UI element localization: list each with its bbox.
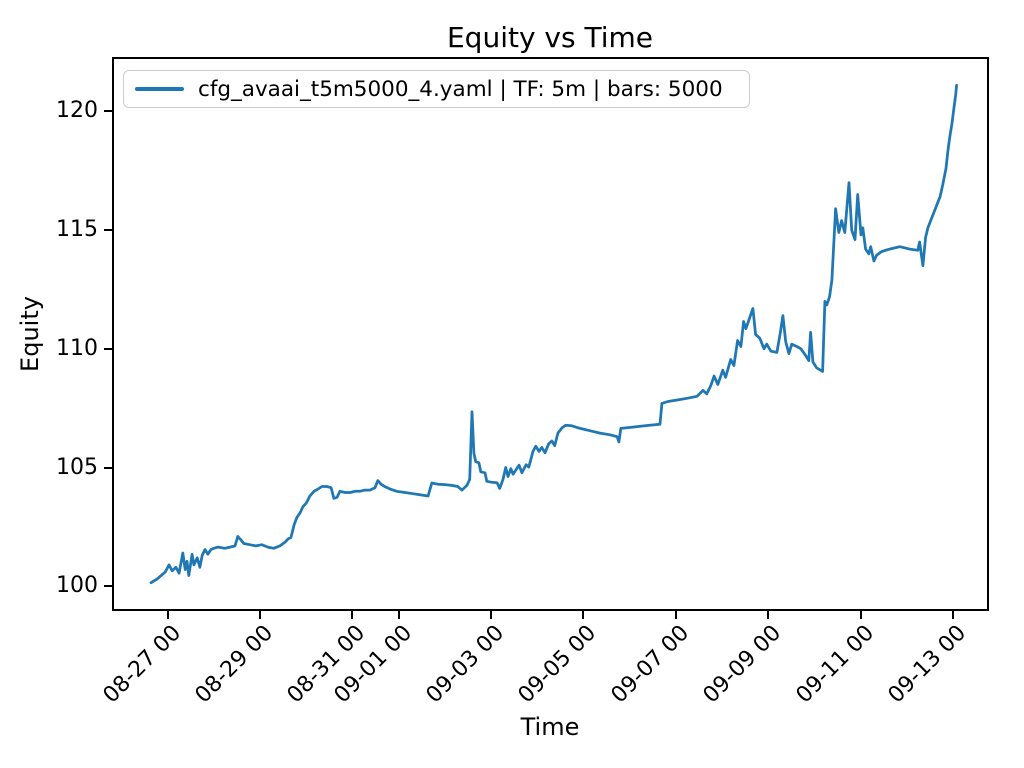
y-tick-label: 110 [56, 335, 98, 361]
x-tick-label: 09-11 00 [791, 620, 879, 709]
y-tick-mark [104, 110, 113, 113]
x-tick-mark [397, 610, 400, 619]
y-tick-mark [104, 229, 113, 232]
x-tick-mark [951, 610, 954, 619]
x-tick-mark [489, 610, 492, 619]
x-tick-mark [351, 610, 354, 619]
x-tick-label: 09-07 00 [606, 620, 694, 709]
chart-title: Equity vs Time [446, 21, 654, 54]
legend-line-sample [135, 86, 184, 92]
x-tick-label: 08-29 00 [190, 620, 279, 709]
x-axis-label: Time [520, 713, 580, 741]
y-tick-label: 115 [56, 217, 98, 243]
plot-area [112, 57, 989, 611]
x-tick-mark [582, 610, 585, 619]
x-tick-mark [859, 610, 862, 619]
x-tick-label: 09-13 00 [883, 620, 972, 709]
y-tick-mark [104, 347, 113, 350]
x-tick-mark [674, 610, 677, 619]
y-tick-label: 100 [56, 573, 98, 599]
x-tick-mark [258, 610, 261, 619]
y-tick-mark [104, 466, 113, 469]
y-tick-label: 105 [56, 454, 98, 480]
x-tick-label: 08-27 00 [98, 620, 186, 709]
y-tick-label: 120 [56, 98, 98, 124]
x-tick-mark [767, 610, 770, 619]
legend: cfg_avaai_t5m5000_4.yaml | TF: 5m | bars… [123, 70, 750, 108]
x-tick-label: 09-03 00 [421, 620, 510, 709]
x-tick-label: 09-09 00 [698, 620, 787, 709]
x-tick-label: 09-05 00 [513, 620, 602, 709]
legend-label: cfg_avaai_t5m5000_4.yaml | TF: 5m | bars… [198, 76, 723, 102]
y-tick-mark [104, 585, 113, 588]
y-axis-label: Equity [16, 296, 44, 372]
x-tick-mark [166, 610, 169, 619]
